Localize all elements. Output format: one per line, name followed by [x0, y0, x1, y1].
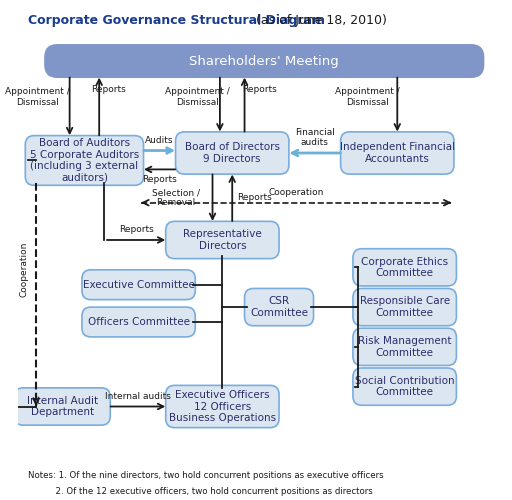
- Text: Reports: Reports: [91, 84, 125, 94]
- Text: (as of June 18, 2010): (as of June 18, 2010): [252, 14, 387, 27]
- Text: Appointment /
Dismissal: Appointment / Dismissal: [335, 87, 400, 106]
- Text: Executive Committee: Executive Committee: [82, 280, 195, 289]
- Text: Internal Audit
Department: Internal Audit Department: [27, 396, 98, 417]
- FancyBboxPatch shape: [176, 132, 289, 174]
- Text: Appointment /
Dismissal: Appointment / Dismissal: [5, 87, 70, 106]
- Text: Corporate Governance Structural Diagram: Corporate Governance Structural Diagram: [28, 14, 325, 27]
- Text: Financial
audits: Financial audits: [295, 128, 335, 147]
- Text: Internal audits: Internal audits: [105, 392, 171, 400]
- Text: Representative
Directors: Representative Directors: [183, 229, 262, 251]
- FancyBboxPatch shape: [82, 307, 195, 337]
- FancyBboxPatch shape: [25, 136, 143, 186]
- FancyBboxPatch shape: [353, 248, 456, 286]
- Text: Cooperation: Cooperation: [19, 242, 28, 298]
- FancyBboxPatch shape: [340, 132, 454, 174]
- Text: Responsible Care
Committee: Responsible Care Committee: [359, 296, 450, 318]
- Text: 2. Of the 12 executive officers, two hold concurrent positions as directors: 2. Of the 12 executive officers, two hol…: [28, 487, 373, 496]
- Text: Shareholders' Meeting: Shareholders' Meeting: [189, 54, 339, 68]
- FancyBboxPatch shape: [166, 386, 279, 428]
- Text: CSR
Committee: CSR Committee: [250, 296, 308, 318]
- Text: Cooperation: Cooperation: [269, 188, 324, 196]
- FancyBboxPatch shape: [82, 270, 195, 300]
- FancyBboxPatch shape: [45, 45, 483, 77]
- FancyBboxPatch shape: [14, 388, 110, 425]
- FancyBboxPatch shape: [166, 222, 279, 258]
- Text: Audits: Audits: [145, 136, 174, 144]
- Text: Appointment /
Dismissal: Appointment / Dismissal: [165, 87, 230, 106]
- FancyBboxPatch shape: [353, 288, 456, 326]
- Text: Executive Officers
12 Officers
Business Operations: Executive Officers 12 Officers Business …: [169, 390, 276, 423]
- Text: Notes: 1. Of the nine directors, two hold concurrent positions as executive offi: Notes: 1. Of the nine directors, two hol…: [28, 471, 383, 480]
- Text: Corporate Ethics
Committee: Corporate Ethics Committee: [361, 256, 448, 278]
- FancyBboxPatch shape: [353, 368, 456, 406]
- Text: Officers Committee: Officers Committee: [88, 317, 189, 327]
- Text: Risk Management
Committee: Risk Management Committee: [358, 336, 452, 357]
- Text: Board of Auditors
5 Corporate Auditors
(including 3 external
auditors): Board of Auditors 5 Corporate Auditors (…: [30, 138, 139, 183]
- Text: Independent Financial
Accountants: Independent Financial Accountants: [340, 142, 455, 164]
- Text: Reports: Reports: [142, 176, 177, 184]
- Text: Selection /
Removal: Selection / Removal: [152, 188, 200, 208]
- Text: Reports: Reports: [237, 193, 272, 202]
- Text: Reports: Reports: [242, 84, 276, 94]
- Text: Reports: Reports: [119, 225, 154, 234]
- Text: Board of Directors
9 Directors: Board of Directors 9 Directors: [185, 142, 280, 164]
- Text: Social Contribution
Committee: Social Contribution Committee: [355, 376, 455, 398]
- FancyBboxPatch shape: [245, 288, 313, 326]
- FancyBboxPatch shape: [353, 328, 456, 366]
